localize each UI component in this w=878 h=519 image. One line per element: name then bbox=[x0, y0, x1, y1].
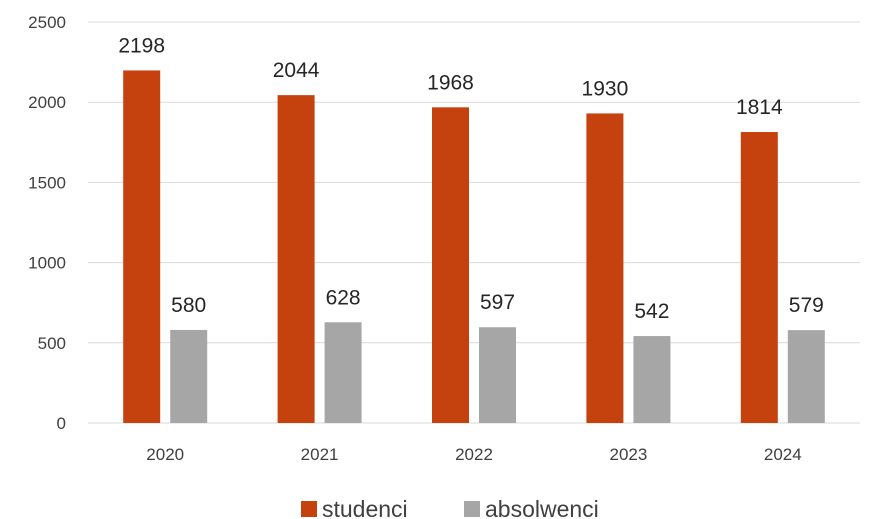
x-tick-label: 2024 bbox=[764, 445, 802, 464]
bar-studenci-2022 bbox=[432, 107, 469, 424]
x-tick-label: 2020 bbox=[146, 445, 184, 464]
legend-label-studenci: studenci bbox=[322, 496, 408, 519]
y-tick-label: 2500 bbox=[28, 13, 66, 32]
data-label-studenci-2020: 2198 bbox=[118, 34, 165, 57]
y-tick-label: 1500 bbox=[28, 173, 66, 192]
y-tick-label: 0 bbox=[57, 414, 66, 433]
y-axis-ticks: 0 500 1000 1500 2000 2500 bbox=[28, 13, 66, 433]
data-label-studenci-2022: 1968 bbox=[427, 71, 474, 94]
x-axis-ticks: 2020 2021 2022 2023 2024 bbox=[146, 445, 801, 464]
data-label-studenci-2021: 2044 bbox=[273, 59, 320, 82]
bar-absolwenci-2022 bbox=[479, 327, 516, 423]
y-tick-label: 2000 bbox=[28, 93, 66, 112]
data-labels: 2198 580 2044 628 1968 597 1930 542 1814 579 bbox=[118, 34, 823, 323]
data-label-absolwenci-2023: 542 bbox=[634, 300, 669, 323]
bar-absolwenci-2021 bbox=[324, 322, 362, 423]
bar-studenci-2023 bbox=[586, 113, 624, 423]
legend-swatch-absolwenci bbox=[464, 501, 480, 517]
y-tick-label: 1000 bbox=[28, 254, 66, 273]
data-label-studenci-2024: 1814 bbox=[736, 96, 783, 119]
bar-studenci-2024 bbox=[740, 132, 778, 423]
data-label-absolwenci-2022: 597 bbox=[480, 291, 515, 314]
y-tick-label: 500 bbox=[38, 334, 66, 353]
x-tick-label: 2022 bbox=[455, 445, 493, 464]
bar-studenci-2021 bbox=[277, 95, 315, 424]
bars bbox=[123, 70, 825, 424]
bar-absolwenci-2024 bbox=[787, 330, 825, 423]
legend-label-absolwenci: absolwenci bbox=[485, 496, 599, 519]
data-label-absolwenci-2024: 579 bbox=[789, 294, 824, 317]
data-label-absolwenci-2021: 628 bbox=[326, 286, 361, 309]
data-label-absolwenci-2020: 580 bbox=[171, 294, 206, 317]
legend: studenci absolwenci bbox=[301, 496, 599, 519]
bar-absolwenci-2023 bbox=[633, 336, 671, 423]
legend-swatch-studenci bbox=[301, 501, 317, 517]
x-tick-label: 2021 bbox=[301, 445, 339, 464]
x-tick-label: 2023 bbox=[609, 445, 647, 464]
bar-absolwenci-2020 bbox=[170, 329, 208, 423]
data-label-studenci-2023: 1930 bbox=[582, 77, 629, 100]
bar-studenci-2020 bbox=[123, 70, 161, 424]
gridlines bbox=[88, 21, 860, 424]
